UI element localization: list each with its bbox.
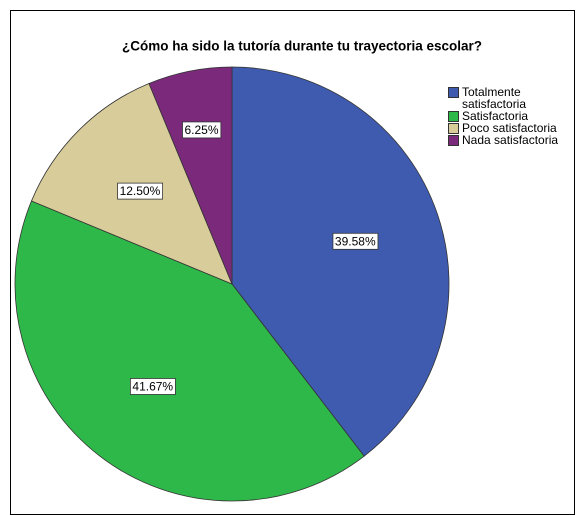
legend-label: Satisfactoria bbox=[462, 109, 529, 123]
legend-item: Nada satisfactoria bbox=[448, 134, 578, 146]
legend-item: Totalmente satisfactoria bbox=[448, 86, 578, 110]
legend-label: Totalmente satisfactoria bbox=[462, 85, 527, 111]
label-box bbox=[129, 378, 176, 395]
data-label: 41.67% bbox=[132, 379, 173, 393]
legend-swatch bbox=[448, 135, 459, 146]
label-box bbox=[117, 182, 164, 200]
legend-label: Nada satisfactoria bbox=[462, 133, 559, 147]
chart-title: ¿Cómo ha sido la tutoría durante tu tray… bbox=[122, 39, 482, 54]
pie-slice bbox=[14, 200, 365, 502]
pie-slice bbox=[231, 66, 450, 457]
data-label: 6.25% bbox=[185, 123, 219, 137]
legend-swatch bbox=[448, 111, 459, 122]
legend-item: Poco satisfactoria bbox=[448, 122, 578, 134]
legend: Totalmente satisfactoria Satisfactoria Poc… bbox=[448, 86, 578, 146]
legend-item: Satisfactoria bbox=[448, 110, 578, 122]
label-box bbox=[182, 121, 222, 139]
pie-slice bbox=[148, 66, 233, 285]
data-label: 12.50% bbox=[120, 184, 161, 198]
label-box bbox=[332, 232, 379, 250]
legend-label: Poco satisfactoria bbox=[462, 121, 557, 135]
legend-swatch bbox=[448, 87, 459, 98]
data-label: 39.58% bbox=[335, 234, 376, 248]
legend-swatch bbox=[448, 123, 459, 134]
